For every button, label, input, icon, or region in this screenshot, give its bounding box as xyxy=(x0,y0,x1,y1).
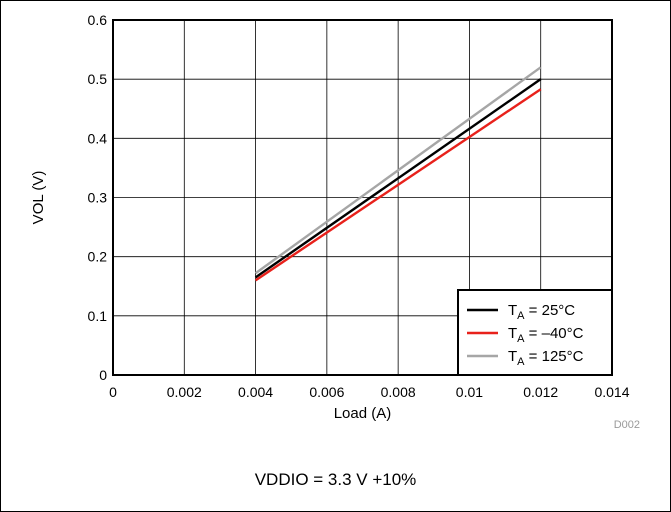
x-axis-label: Load (A) xyxy=(334,405,392,422)
x-tick-label: 0.012 xyxy=(523,384,558,400)
x-tick-label: 0.01 xyxy=(456,384,483,400)
figure-caption: VDDIO = 3.3 V +10% xyxy=(0,470,671,490)
figure-id-label: D002 xyxy=(614,419,640,431)
y-tick-label: 0.6 xyxy=(88,12,108,28)
x-tick-label: 0.002 xyxy=(167,384,202,400)
y-tick-label: 0.2 xyxy=(88,249,108,265)
x-tick-label: 0.004 xyxy=(238,384,273,400)
y-axis-label: VOL (V) xyxy=(30,171,47,225)
y-tick-label: 0.4 xyxy=(88,130,108,146)
x-tick-label: 0 xyxy=(109,384,117,400)
x-tick-label: 0.008 xyxy=(381,384,416,400)
y-tick-label: 0.1 xyxy=(88,308,108,324)
y-tick-label: 0.3 xyxy=(88,190,108,206)
x-tick-label: 0.014 xyxy=(594,384,629,400)
y-tick-label: 0.5 xyxy=(88,71,108,87)
y-tick-label: 0 xyxy=(99,367,107,383)
line-chart: 0 0.002 0.004 0.006 0.008 0.01 0.012 0.014 0 0.1 0… xyxy=(0,0,671,460)
x-tick-label: 0.006 xyxy=(309,384,344,400)
